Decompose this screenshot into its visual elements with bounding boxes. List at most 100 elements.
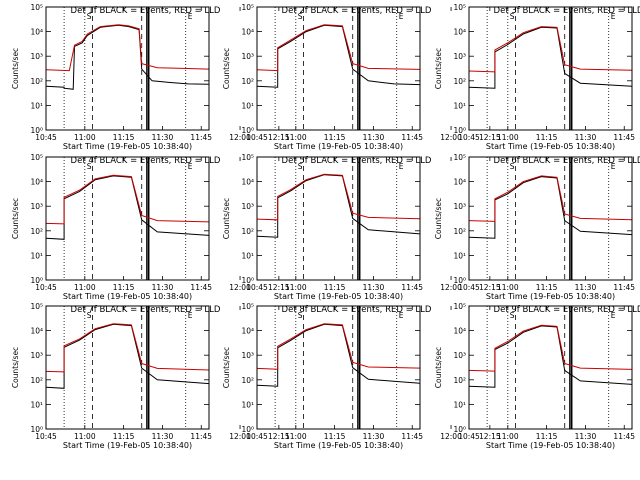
annotation-s: S [510,162,515,171]
annotation-s: S [510,311,515,320]
y-tick-label: 10⁴ [30,28,43,37]
y-tick-label: 10¹ [30,400,43,409]
annotation-s: S [298,162,303,171]
x-tick-label: 11:30 [152,283,174,292]
x-tick-label: 12:00 [229,133,251,142]
y-tick-label: 10² [30,227,43,236]
x-tick-label: 12:00 [440,283,462,292]
x-tick-label: 11:45 [401,283,423,292]
plot-frame [256,156,421,281]
series-line-lld [468,324,633,372]
x-axis-label: Start Time (19-Feb-05 10:38:40) [63,142,192,151]
annotation-s: S [510,12,515,21]
panel-title: Det 5f BLACK = Events, RED = LLD [282,156,432,166]
x-tick-label: 10:45 [458,133,480,142]
x-tick-label: 11:15 [324,432,346,441]
x-tick-label: 11:30 [152,133,174,142]
y-tick-label: 10⁰ [453,126,466,135]
y-axis-label: Counts/sec [222,198,231,239]
x-tick-label: 11:45 [613,283,635,292]
x-tick-label: 10:45 [35,133,57,142]
x-axis-label: Start Time (19-Feb-05 10:38:40) [274,292,403,301]
x-tick-label: 10:45 [458,432,480,441]
series-line-events [45,323,210,389]
x-tick-label: 11:15 [536,283,558,292]
x-tick-label: 11:30 [152,432,174,441]
y-tick-label: 10⁰ [453,276,466,285]
x-tick-label: 11:15 [536,432,558,441]
panel-title: Det 9f BLACK = Events, RED = LLD [494,305,640,315]
y-tick-label: 10⁵ [453,3,466,12]
x-tick-label: 10:45 [246,283,268,292]
x-tick-label: 11:30 [363,133,385,142]
annotation-e: E [611,162,616,171]
y-tick-label: 10² [241,227,254,236]
x-tick-label: 11:45 [613,432,635,441]
x-tick-label: 11:45 [190,283,212,292]
x-tick-label: 11:45 [401,133,423,142]
y-axis-label: Counts/sec [434,347,443,388]
x-tick-label: 11:00 [285,432,307,441]
series-line-events [256,174,421,238]
x-tick-label: 11:00 [497,432,519,441]
series-line-lld [256,323,421,370]
x-tick-label: 11:30 [363,432,385,441]
plot-frame [45,305,210,430]
x-tick-label: 10:45 [35,283,57,292]
y-tick-label: 10⁵ [453,302,466,311]
y-tick-label: 10⁴ [30,327,43,336]
x-tick-label: 11:00 [285,133,307,142]
x-tick-label: 11:30 [363,283,385,292]
panel-title: Det 1f BLACK = Events, RED = LLD [71,6,221,16]
x-tick-label: 12:15 [268,133,290,142]
y-tick-label: 10¹ [30,101,43,110]
y-tick-label: 10³ [453,52,466,61]
series-line-events [45,24,210,90]
plot-frame [468,6,633,131]
plot-frame [256,6,421,131]
annotation-e: E [188,12,193,21]
annotation-e: E [399,12,404,21]
y-tick-label: 10³ [453,202,466,211]
series-line-events [256,24,421,88]
x-tick-label: 11:00 [497,283,519,292]
x-tick-label: 12:15 [479,432,501,441]
y-tick-label: 10⁵ [241,3,254,12]
x-tick-label: 11:15 [324,133,346,142]
y-tick-label: 10⁵ [30,153,43,162]
x-tick-label: 11:30 [575,283,597,292]
x-tick-label: 12:00 [229,432,251,441]
x-axis-label: Start Time (19-Feb-05 10:38:40) [274,441,403,450]
x-tick-label: 10:45 [35,432,57,441]
plot-frame [45,156,210,281]
annotation-s: S [298,12,303,21]
series-line-lld [45,174,210,225]
x-tick-label: 10:45 [246,133,268,142]
plot-frame [256,305,421,430]
x-tick-label: 11:30 [575,133,597,142]
y-axis-label: Counts/sec [434,198,443,239]
y-tick-label: 10⁴ [453,178,466,187]
annotation-s: S [87,162,92,171]
panel-1: 10:45 11:00 11:15 11:30 11:45 12:00 12:1510⁰10… [11,3,290,151]
x-axis-label: Start Time (19-Feb-05 10:38:40) [63,441,192,450]
y-tick-label: 10⁰ [30,425,43,434]
y-axis-label: Counts/sec [11,198,20,239]
y-tick-label: 10⁰ [30,276,43,285]
y-tick-label: 10¹ [453,400,466,409]
annotation-e: E [611,12,616,21]
x-tick-label: 10:45 [246,432,268,441]
x-tick-label: 12:00 [229,283,251,292]
y-tick-label: 10⁰ [30,126,43,135]
x-tick-label: 11:00 [497,133,519,142]
y-tick-label: 10³ [241,52,254,61]
series-line-events [468,26,633,89]
y-axis-label: Counts/sec [11,347,20,388]
y-tick-label: 10⁴ [30,178,43,187]
x-tick-label: 11:45 [401,432,423,441]
x-tick-label: 12:00 [440,133,462,142]
annotation-e: E [399,311,404,320]
y-tick-label: 10³ [241,351,254,360]
annotation-e: E [188,311,193,320]
panel-title: Det 7f BLACK = Events, RED = LLD [71,305,221,315]
